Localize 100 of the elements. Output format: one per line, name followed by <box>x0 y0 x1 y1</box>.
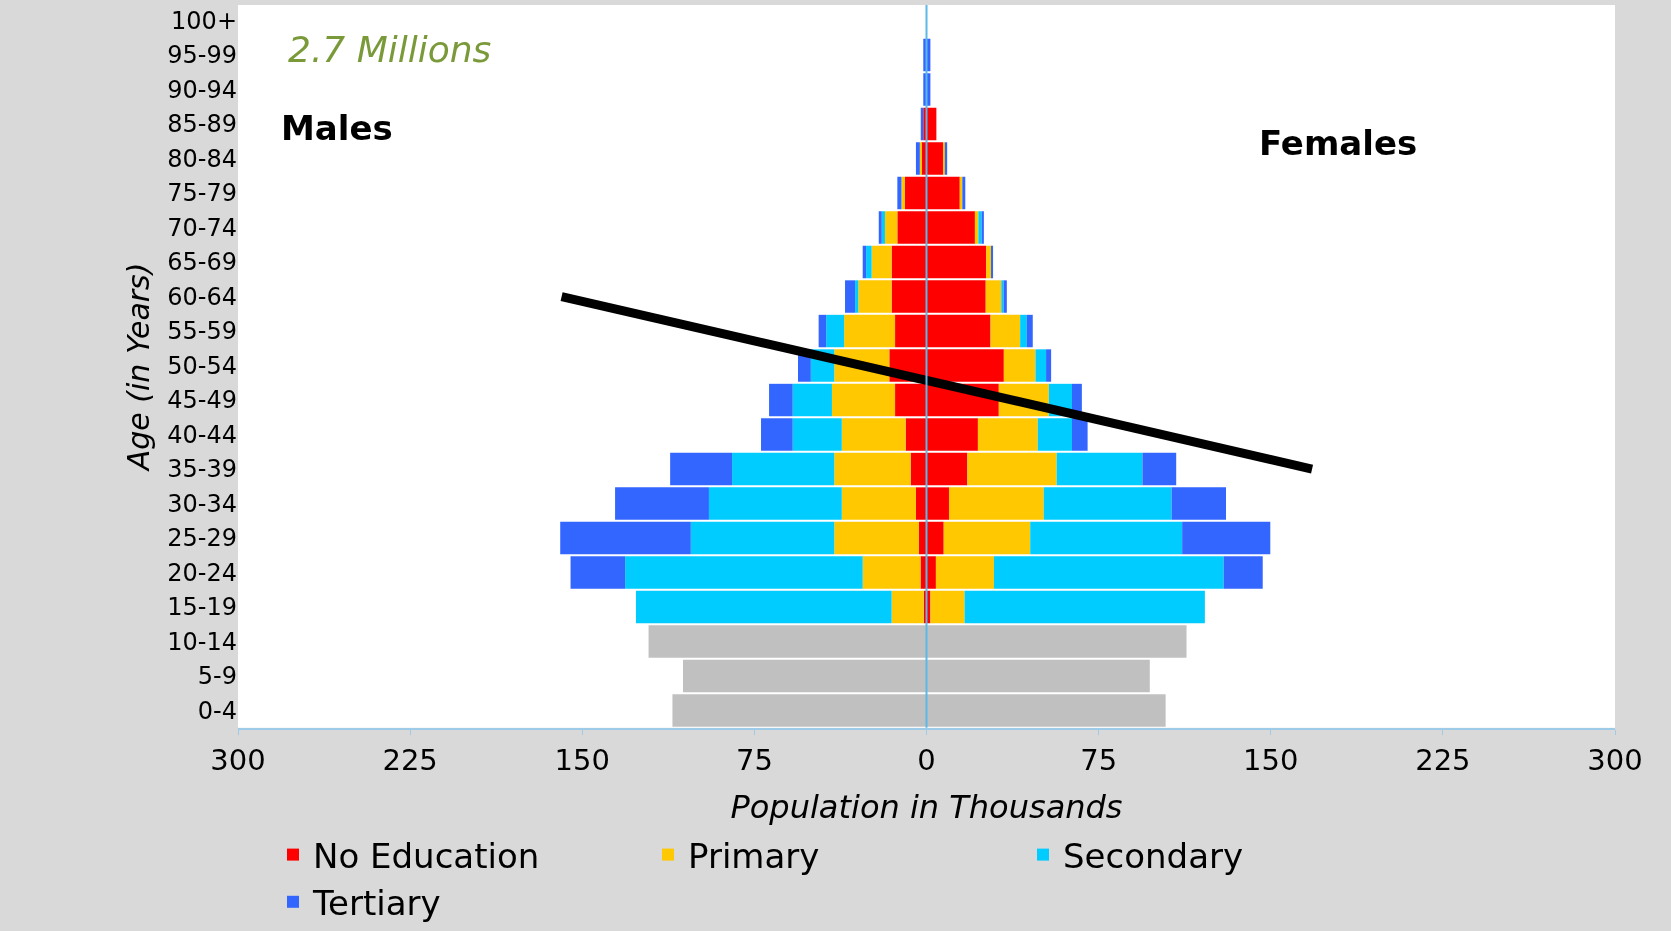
y-tick-label: 10-14 <box>167 627 237 656</box>
bar <box>891 245 927 279</box>
y-tick-label: 65-69 <box>167 248 237 277</box>
bar <box>792 383 832 417</box>
bar <box>986 245 992 279</box>
bar <box>1182 521 1271 555</box>
bar <box>1072 418 1088 451</box>
bar <box>1020 314 1027 348</box>
bar <box>926 349 1004 382</box>
legend-label: Primary <box>688 835 820 876</box>
bar <box>1003 349 1036 382</box>
y-tick-label: 60-64 <box>167 282 237 311</box>
y-tick-label: 50-54 <box>167 351 237 380</box>
bar <box>993 556 1224 589</box>
bar <box>670 452 733 486</box>
y-tick-label: 35-39 <box>167 455 237 484</box>
bar <box>1026 314 1033 348</box>
bar <box>926 625 1187 658</box>
bar <box>648 625 927 658</box>
bar <box>818 314 827 348</box>
bar <box>1046 349 1052 382</box>
bar <box>845 280 856 313</box>
bar <box>1171 487 1226 520</box>
y-tick-label: 25-29 <box>167 524 237 553</box>
x-tick-label: 0 <box>917 742 936 777</box>
x-tick-label: 75 <box>735 742 773 777</box>
y-tick-label: 15-19 <box>167 593 237 622</box>
bar <box>635 590 892 624</box>
y-tick-label: 5-9 <box>197 662 237 691</box>
bar <box>926 452 968 486</box>
x-tick-label: 300 <box>1587 742 1643 777</box>
bar <box>926 659 1150 693</box>
legend-label: Secondary <box>1063 835 1244 876</box>
y-axis-title: Age (in Years) <box>121 262 157 473</box>
x-tick-label: 225 <box>382 742 438 777</box>
bar <box>841 418 906 451</box>
bar <box>841 487 916 520</box>
bar <box>831 383 896 417</box>
bar <box>1037 418 1072 451</box>
bar <box>1223 556 1263 589</box>
y-tick-label: 90-94 <box>167 75 237 104</box>
bar <box>910 452 927 486</box>
y-tick-label: 75-79 <box>167 179 237 208</box>
legend-label: Tertiary <box>312 883 441 924</box>
bar <box>901 176 905 210</box>
bar <box>683 659 927 693</box>
x-tick-label: 150 <box>554 742 610 777</box>
y-tick-label: 85-89 <box>167 110 237 139</box>
bar <box>977 418 1038 451</box>
bar <box>905 418 927 451</box>
bar <box>926 487 949 520</box>
bar <box>834 521 919 555</box>
x-tick-label: 300 <box>210 742 266 777</box>
bar <box>1142 452 1177 486</box>
bar <box>926 245 987 279</box>
y-tick-label: 45-49 <box>167 386 237 415</box>
bar <box>690 521 835 555</box>
bar <box>926 280 986 313</box>
bar <box>672 694 927 727</box>
x-axis-title: Population in Thousands <box>730 788 1123 826</box>
bar <box>625 556 863 589</box>
bar <box>792 418 842 451</box>
y-tick-label: 30-34 <box>167 489 237 518</box>
bar <box>990 314 1021 348</box>
bar <box>1035 349 1047 382</box>
y-tick-label: 70-74 <box>167 213 237 242</box>
y-tick-label: 0-4 <box>197 696 237 725</box>
y-tick-label: 20-24 <box>167 558 237 587</box>
bar <box>891 590 924 624</box>
bar <box>708 487 842 520</box>
annotation: 2.7 Millions <box>288 29 492 70</box>
bar <box>871 245 892 279</box>
bar <box>964 590 1205 624</box>
bar <box>991 245 994 279</box>
bar <box>615 487 709 520</box>
bar <box>769 383 793 417</box>
bar <box>943 521 1031 555</box>
bar <box>926 176 960 210</box>
bar <box>897 211 927 244</box>
bar <box>926 418 978 451</box>
bar <box>560 521 691 555</box>
bar <box>855 280 859 313</box>
bar <box>1030 521 1183 555</box>
bar <box>985 280 1002 313</box>
bar <box>926 694 1166 727</box>
y-tick-label: 40-44 <box>167 420 237 449</box>
bar <box>926 211 975 244</box>
y-tick-label: 100+ <box>171 6 237 35</box>
bar <box>844 314 896 348</box>
bar <box>895 383 927 417</box>
y-tick-label: 95-99 <box>167 41 237 70</box>
bar <box>570 556 626 589</box>
bar <box>884 211 898 244</box>
bar <box>761 418 793 451</box>
bar <box>967 452 1057 486</box>
bar <box>732 452 835 486</box>
y-tick-label: 55-59 <box>167 317 237 346</box>
bar <box>897 176 902 210</box>
x-tick-label: 150 <box>1243 742 1299 777</box>
bar <box>834 452 911 486</box>
